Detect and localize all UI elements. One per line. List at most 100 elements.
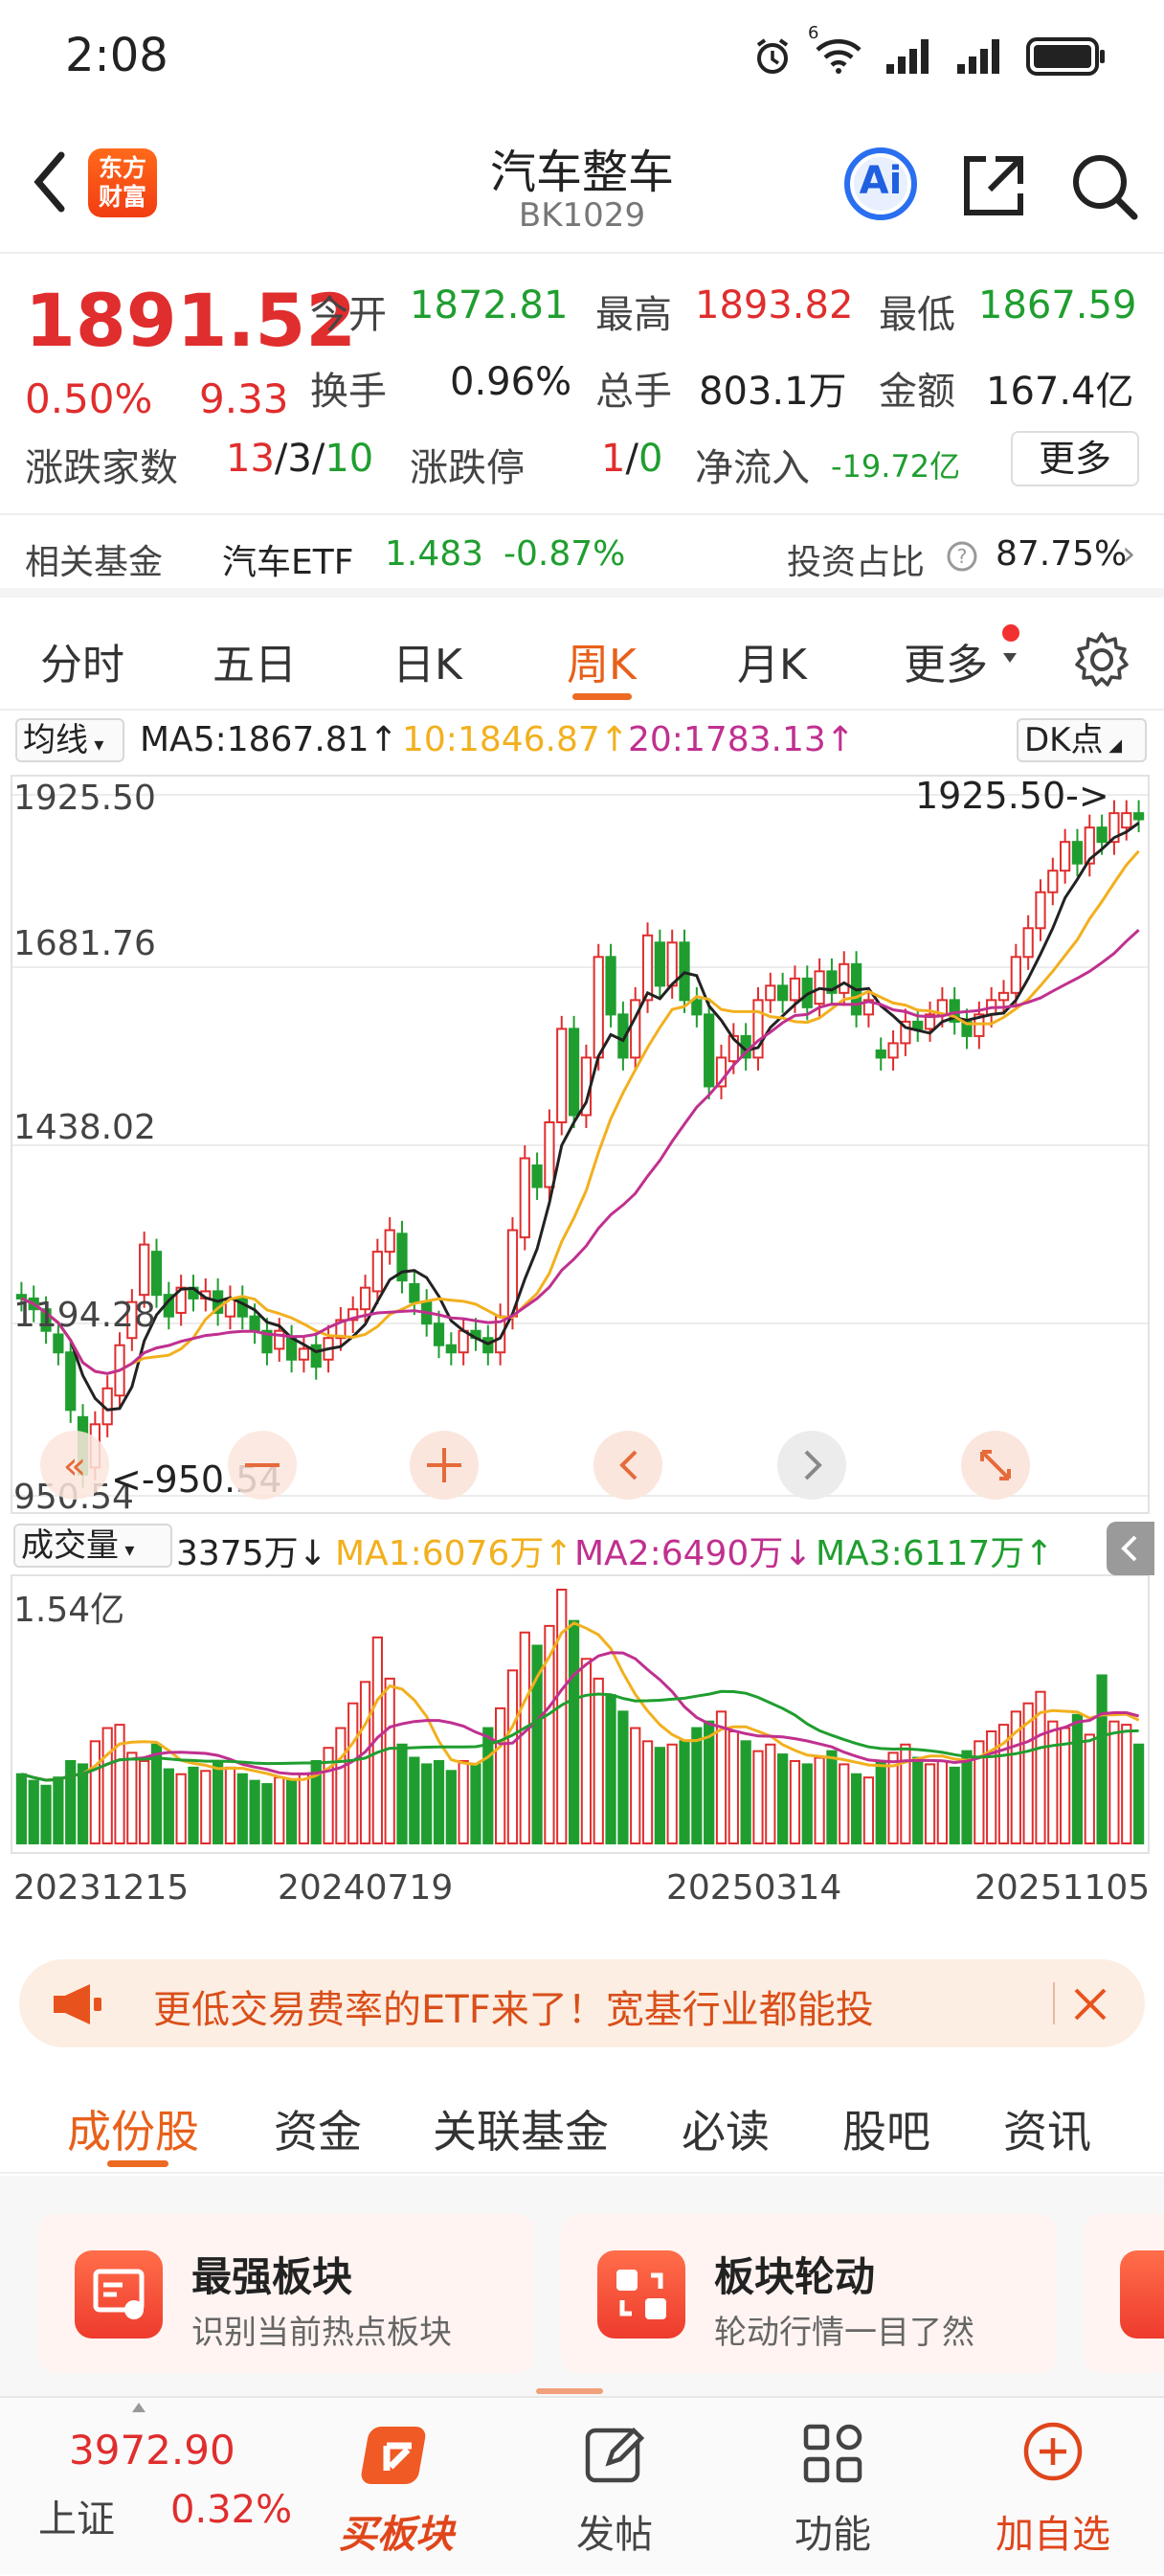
volume-bar [900,1743,911,1844]
volume-indicator-row: 成交量 ▾ 3375万↓ MA1:6076万↑ MA2:6490万↓ MA3:6… [0,1518,1164,1575]
change-amount: 9.33 [199,375,289,422]
gear-icon[interactable] [1072,630,1131,689]
dk-label: DK点 [1024,721,1104,759]
volume-bar [961,1750,973,1844]
volume-bar [470,1763,481,1844]
high-value: 1893.82 [695,283,854,328]
candle [1071,841,1084,865]
tab-weekly-k[interactable]: 周K [567,641,637,689]
notification-dot [1002,624,1019,642]
dk-point-dropdown[interactable]: DK点 ◢ [1017,718,1147,762]
more-quote-button[interactable]: 更多 [1011,431,1139,486]
candle [544,1120,555,1188]
x-tick-4: 20251105 [974,1868,1150,1908]
volume-ma-line [21,1689,1139,1782]
banner-text: 更低交易费率的ETF来了！宽基行业都能投 [153,1988,874,2032]
limit-up: 1 [601,437,626,481]
caret-down-icon: ▾ [88,733,104,756]
chevron-right-icon: › [1122,534,1136,574]
turnover-label: 换手 [310,370,387,414]
buy-sector-button[interactable]: 买板块 [329,2398,463,2576]
close-icon[interactable] [1070,1984,1110,2024]
card-strongest-sector[interactable]: 最强板块 识别当前热点板块 [38,2214,534,2373]
ma-lines-group [20,822,1140,1412]
candle [261,1329,273,1354]
ratio-value: 87.75% [996,534,1128,574]
app-logo: 东方 财富 [88,148,157,217]
volume-bar [568,1619,580,1845]
volume-bar [1022,1702,1034,1844]
stack-icon [1120,2250,1164,2339]
collapse-panel-button[interactable] [1107,1522,1154,1575]
volume-bar [445,1770,457,1845]
current-price: 1891.52 [25,278,357,363]
related-fund-row[interactable]: 相关基金 汽车ETF 1.483 -0.87% 投资占比 ? 87.75% › [0,513,1164,598]
tab-monthly-k[interactable]: 月K [737,641,807,689]
card-next-partial[interactable] [1084,2214,1164,2373]
function-button[interactable]: 功能 [766,2398,900,2576]
tab-daily-k[interactable]: 日K [392,641,462,689]
scroll-right-button[interactable] [777,1431,846,1500]
add-watchlist-button[interactable]: 加自选 [986,2398,1120,2576]
tab-must-read[interactable]: 必读 [682,2106,770,2158]
volume-bar [752,1750,764,1844]
double-chevron-left-icon: « [63,1444,86,1488]
volume-bar [936,1759,948,1845]
volume-bar [1084,1733,1095,1845]
help-icon[interactable]: ? [946,540,978,573]
volume-panel-frame [11,1574,1150,1854]
volume-bar [1132,1743,1145,1844]
card-subtitle: 轮动行情一目了然 [714,2314,974,2352]
volume-bar [101,1727,113,1845]
volume-bar [77,1763,89,1844]
candle [617,1013,629,1059]
status-time: 2:08 [65,29,168,82]
buy-sector-icon [361,2427,426,2484]
candle [396,1232,408,1282]
volume-bar [740,1740,751,1845]
volume-bar [359,1681,371,1845]
candle [139,1243,150,1297]
tab-related-funds[interactable]: 关联基金 [433,2106,609,2158]
chart-grid [11,775,1150,1854]
back-icon[interactable] [23,144,80,220]
index-ticker[interactable]: 3972.90 上证 0.32% [0,2398,297,2576]
zoom-out-button[interactable] [228,1431,297,1500]
page-title: 汽车整车 [489,146,674,199]
ma10-line [20,849,1140,1375]
svg-text:?: ? [957,545,968,568]
share-icon[interactable] [957,149,1030,222]
fullscreen-button[interactable] [961,1431,1030,1500]
post-button[interactable]: 发帖 [548,2398,682,2576]
tab-five-day[interactable]: 五日 [213,641,297,689]
tab-more[interactable]: 更多 [904,641,988,689]
promo-banner[interactable]: 更低交易费率的ETF来了！宽基行业都能投 [19,1959,1145,2047]
kline-chart[interactable]: 1925.50 1681.76 1438.02 1194.28 950.54 1… [0,766,1164,1958]
scroll-left-button[interactable] [593,1431,662,1500]
signal-icon-2 [957,39,999,74]
volume-label: 总手 [595,370,672,414]
chevron-left-icon [619,1450,638,1480]
volume-bar [531,1644,543,1844]
change-percent: 0.50% [25,375,153,422]
candle [126,1300,138,1340]
tab-news[interactable]: 资讯 [1003,2106,1091,2158]
volume-selector-dropdown[interactable]: 成交量 ▾ [13,1524,172,1568]
tab-funds-flow[interactable]: 资金 [274,2106,362,2158]
ai-assistant-button[interactable]: Ai [842,146,919,222]
ma-selector-dropdown[interactable]: 均线 ▾ [15,718,124,762]
tab-fenshi[interactable]: 分时 [40,641,124,689]
card-sector-rotation[interactable]: 板块轮动 轮动行情一目了然 [561,2214,1057,2373]
rotation-icon [597,2250,685,2339]
x-tick-3: 20250314 [666,1868,841,1908]
zoom-in-button[interactable] [410,1431,479,1500]
search-icon[interactable] [1067,149,1140,222]
candle [433,1322,445,1346]
tab-forum[interactable]: 股吧 [842,2106,930,2158]
low-label: 最低 [879,293,955,337]
candle [310,1344,322,1368]
tab-constituents[interactable]: 成份股 [67,2106,199,2158]
alarm-icon [756,38,789,74]
scroll-left-fast-button[interactable]: « [40,1431,109,1500]
volume-bar [188,1766,199,1844]
